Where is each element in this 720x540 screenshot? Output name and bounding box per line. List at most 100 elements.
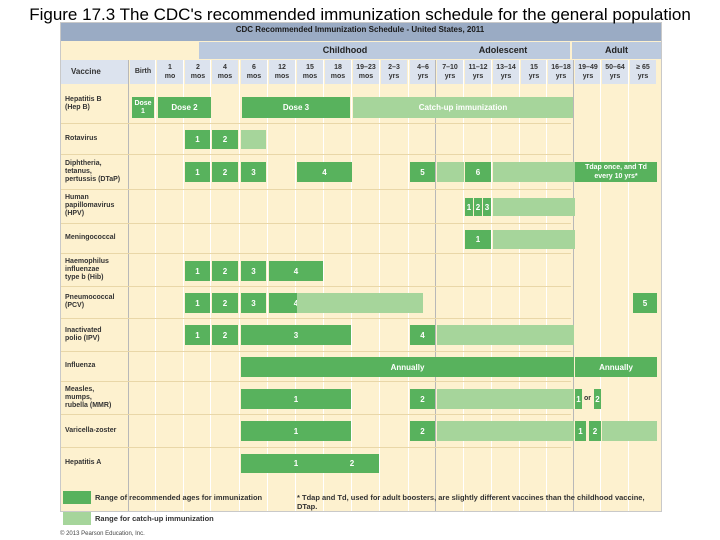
- column-header-unit: yrs: [417, 73, 429, 80]
- row-divider: [61, 253, 571, 254]
- column-header-top: 11–12: [468, 64, 488, 71]
- column-divider: [183, 60, 184, 511]
- column-header-unit: mo: [164, 73, 176, 80]
- column-header-unit: yrs: [388, 73, 400, 80]
- column-divider: [435, 60, 436, 511]
- column-divider: [519, 60, 520, 511]
- legend-recommended-label: Range of recommended ages for immunizati…: [95, 493, 263, 502]
- vaccine-label: Rotavirus: [65, 134, 98, 142]
- row-divider: [61, 223, 571, 224]
- hepa-dose-1: 1: [241, 454, 351, 473]
- mmr-adult-dose-2: 2: [594, 389, 601, 409]
- column-header: 19–49 yrs: [575, 60, 601, 84]
- vaccine-label: Haemophilus influenzae type b (Hib): [65, 257, 109, 281]
- var-dose-1: 1: [241, 421, 351, 441]
- legend-recommended-swatch: [63, 491, 91, 504]
- column-header: 6 mos: [241, 60, 267, 84]
- copyright: © 2013 Pearson Education, Inc.: [60, 531, 145, 537]
- ipv-dose-1: 1: [185, 325, 210, 345]
- row-divider: [61, 286, 571, 287]
- group-adult: Adult: [572, 42, 661, 59]
- ipv-dose-3: 3: [241, 325, 351, 345]
- dtap-catchup-b: [493, 162, 575, 182]
- vaccine-label: Hepatitis B (Hep B): [65, 96, 102, 111]
- hib-dose-3: 3: [241, 261, 266, 281]
- hepb-dose-2: Dose 2: [158, 97, 211, 118]
- hib-dose-4: 4: [269, 261, 323, 281]
- column-header-unit: yrs: [555, 73, 567, 80]
- chart-title: CDC Recommended Immunization Schedule - …: [235, 25, 485, 34]
- column-header-top: 18: [334, 64, 342, 71]
- immunization-chart: Childhood Adolescent Adult Vaccine Birth…: [60, 22, 662, 512]
- dtap-dose-4: 4: [297, 162, 352, 182]
- hpv-dose-1: 1: [465, 198, 473, 216]
- dtap-dose-1: 1: [185, 162, 210, 182]
- column-header: ≥ 65 yrs: [630, 60, 656, 84]
- var-adult-dose-2: 2: [589, 421, 601, 441]
- column-header-top: 7–10: [442, 64, 458, 71]
- column-divider: [210, 60, 211, 511]
- legend-footnote: * Tdap and Td, used for adult boosters, …: [297, 493, 645, 511]
- vaccine-label: Measles, mumps, rubella (MMR): [65, 385, 112, 409]
- vaccine-label: Hepatitis A: [65, 459, 102, 466]
- column-header-unit: yrs: [609, 73, 621, 80]
- column-header: 16–18 yrs: [548, 60, 574, 84]
- column-divider: [600, 60, 601, 511]
- column-header: 50–64 yrs: [602, 60, 628, 84]
- column-header-unit: yrs: [500, 73, 512, 80]
- rota-catchup: [241, 130, 266, 149]
- column-header-unit: mos: [358, 73, 374, 80]
- hpv-dose-2: 2: [474, 198, 482, 216]
- column-header-top: 6: [252, 64, 256, 71]
- hpv-dose-3: 3: [483, 198, 491, 216]
- dtap-dose-6: 6: [465, 162, 491, 182]
- column-divider: [295, 60, 296, 511]
- column-header: Birth: [130, 60, 156, 84]
- pcv-dose-3: 3: [241, 293, 266, 313]
- column-divider: [546, 60, 547, 511]
- group-childhood: Childhood: [199, 42, 491, 59]
- var-adult-catchup: [602, 421, 657, 441]
- dtap-dose-5: 5: [410, 162, 435, 182]
- flu-annual-child: Annually: [241, 357, 574, 377]
- vaccine-label: Diphtheria, tetanus, pertussis (DTaP): [65, 159, 121, 183]
- column-header-unit: mos: [302, 73, 318, 80]
- flu-annual-adult: Annually: [575, 357, 657, 377]
- column-header-top: 2–3: [388, 64, 400, 71]
- pcv-dose-1: 1: [185, 293, 210, 313]
- hib-dose-2: 2: [212, 261, 238, 281]
- row-divider: [61, 123, 571, 124]
- ipv-catchup: [437, 325, 574, 345]
- mmr-or-label: or: [584, 395, 591, 402]
- column-header-unit: yrs: [637, 73, 649, 80]
- column-header-unit: yrs: [444, 73, 456, 80]
- column-header-top: ≥ 65: [636, 64, 650, 71]
- column-header-top: 19–23: [356, 64, 376, 71]
- row-divider: [61, 189, 571, 190]
- column-header: 18 mos: [325, 60, 351, 84]
- column-header: 15 mos: [297, 60, 323, 84]
- column-divider: [628, 60, 629, 511]
- column-header: 4–6 yrs: [410, 60, 436, 84]
- column-header-unit: mos: [190, 73, 206, 80]
- mmr-catchup: [437, 389, 574, 409]
- column-header-unit: mos: [274, 73, 290, 80]
- column-divider: [155, 60, 156, 511]
- column-header-top: 13–14: [496, 64, 516, 71]
- var-adult-dose-1: 1: [575, 421, 586, 441]
- hepb-catchup: Catch-up immunization: [353, 97, 573, 118]
- adult-td-booster: Tdap once, and Td every 10 yrs*: [575, 162, 657, 182]
- vaccine-label: Pneumococcal (PCV): [65, 294, 115, 309]
- row-divider: [61, 414, 571, 415]
- column-header-unit: yrs: [472, 73, 484, 80]
- legend-catchup-swatch: [63, 512, 91, 525]
- column-divider: [463, 60, 464, 511]
- vaccine-label: Human papillomavirus (HPV): [65, 194, 115, 217]
- hib-dose-1: 1: [185, 261, 210, 281]
- column-header-top: 1: [168, 64, 172, 71]
- row-divider: [61, 381, 571, 382]
- vaccine-label: Inactivated polio (IPV): [65, 326, 102, 342]
- dtap-catchup-a: [437, 162, 464, 182]
- pcv-adult-dose: 5: [633, 293, 657, 313]
- mmr-dose-2: 2: [410, 389, 435, 409]
